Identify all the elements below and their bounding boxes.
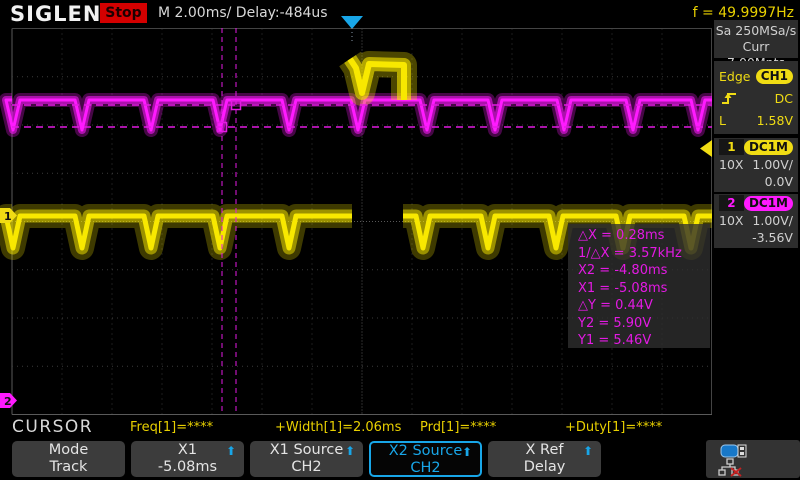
- cursor-x2-marker[interactable]: [230, 99, 242, 111]
- menu-button-x-ref[interactable]: X Ref ⬆ Delay: [488, 441, 601, 477]
- cursor-x2: X2 = -4.80ms: [578, 263, 668, 278]
- menu-button-x1[interactable]: X1 ⬆ -5.08ms: [131, 441, 244, 477]
- channel-1-marker[interactable]: 1: [0, 208, 17, 223]
- menu-button-x1-source[interactable]: X1 Source ⬆ CH2: [250, 441, 363, 477]
- cursor-inv-dx: 1/△X = 3.57kHz: [578, 245, 682, 261]
- brand-logo: SIGLENT: [10, 2, 117, 26]
- ch2-coupling-badge: DC1M: [743, 195, 793, 211]
- ch1-offset: 0.0V: [764, 174, 793, 189]
- cursor-y2: Y2 = 5.90V: [578, 315, 652, 331]
- lan-disconnected-icon: [718, 458, 742, 477]
- cursor-x1: X1 = -5.08ms: [578, 280, 668, 296]
- up-arrow-icon: ⬆: [582, 444, 593, 458]
- usb-icon: [720, 444, 747, 458]
- trigger-position-icon[interactable]: [341, 16, 363, 29]
- trigger-coupling: DC: [774, 90, 793, 106]
- measurement-pwidth: +Width[1]=2.06ms: [275, 420, 402, 435]
- ch1-number: 1: [719, 139, 744, 155]
- ch2-scale: 1.00V/: [752, 213, 793, 228]
- menu-button-x2-source-value: CH2: [410, 460, 441, 476]
- measurement-period: Prd[1]=****: [420, 420, 497, 435]
- menu-button-mode-value: Track: [49, 459, 88, 475]
- ch2-offset: -3.56V: [752, 230, 793, 245]
- menu-button-x-ref-value: Delay: [523, 459, 566, 475]
- measurement-freq: Freq[1]=****: [130, 420, 214, 435]
- menu-button-mode-title: Mode: [48, 442, 89, 458]
- cursor-dx: △X = 0.28ms: [578, 228, 665, 243]
- svg-text:1: 1: [4, 210, 12, 223]
- trigger-level-value: 1.58V: [756, 112, 793, 128]
- ch2-waveform: [0, 93, 712, 137]
- ch1-coupling-badge: DC1M: [743, 139, 793, 155]
- svg-text:2: 2: [4, 395, 12, 408]
- menu-button-x2-source[interactable]: X2 Source ⬆ CH2: [369, 441, 482, 477]
- menu-button-x1-source-value: CH2: [291, 459, 322, 475]
- menu-button-x-ref-title: X Ref: [525, 442, 564, 458]
- cursor-dy: △Y = 0.44V: [578, 298, 653, 313]
- ch2-number: 2: [719, 195, 744, 211]
- cursor-x1-marker[interactable]: [216, 121, 228, 133]
- trigger-source-badge: CH1: [755, 68, 793, 84]
- up-arrow-icon: ⬆: [225, 444, 236, 458]
- trigger-level-icon[interactable]: [700, 140, 712, 157]
- timebase-readout: M 2.00ms/ Delay:-484us: [158, 5, 328, 21]
- channel-1-info-box[interactable]: 1 DC1M 10X 1.00V/ 0.0V: [714, 138, 798, 192]
- ch1-waveform: [0, 204, 712, 260]
- trigger-info-box[interactable]: Edge CH1 DC L 1.58V: [714, 61, 798, 134]
- up-arrow-icon: ⬆: [461, 445, 472, 459]
- measurement-duty: +Duty[1]=****: [565, 420, 663, 435]
- connectivity-panel: [706, 440, 800, 478]
- trigger-level-label: L: [719, 112, 726, 128]
- acquisition-info-box[interactable]: Sa 250MSa/s Curr 7.00Mpts: [714, 20, 798, 70]
- run-state-badge: Stop: [100, 3, 147, 23]
- cursor-readout-box: △X = 0.28ms 1/△X = 3.57kHz X2 = -4.80ms …: [568, 224, 710, 348]
- channel-2-info-box[interactable]: 2 DC1M 10X 1.00V/ -3.56V: [714, 194, 798, 248]
- ch2-probe: 10X: [719, 213, 744, 228]
- menu-button-x1-title: X1: [177, 442, 198, 458]
- ch1-burst-waveform: [339, 51, 417, 106]
- menu-button-x1-value: -5.08ms: [157, 459, 218, 475]
- trigger-type: Edge: [719, 68, 751, 84]
- menu-button-mode[interactable]: Mode Track: [12, 441, 125, 477]
- menu-button-x1-source-title: X1 Source: [269, 442, 344, 458]
- channel-2-marker[interactable]: 2: [0, 393, 17, 408]
- cursor-y1: Y1 = 5.46V: [578, 333, 652, 348]
- ch1-scale: 1.00V/: [752, 157, 793, 172]
- up-arrow-icon: ⬆: [344, 444, 355, 458]
- waveform-display: 1 2: [0, 28, 712, 415]
- ch1-probe: 10X: [719, 157, 744, 172]
- active-menu-label: CURSOR: [12, 417, 94, 437]
- sample-rate: Sa 250MSa/s: [715, 23, 797, 38]
- menu-button-x2-source-title: X2 Source: [388, 443, 463, 459]
- frequency-counter: f = 49.9997Hz: [692, 5, 794, 21]
- rising-edge-icon: [722, 93, 736, 104]
